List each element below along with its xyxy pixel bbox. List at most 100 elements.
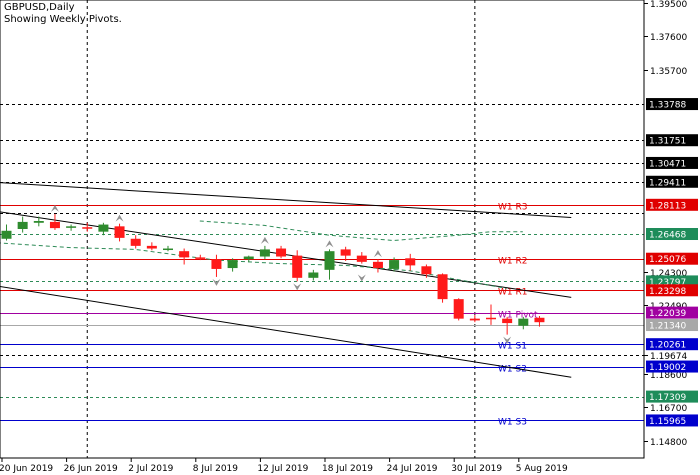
price-tick-label: 1.24300 — [650, 269, 687, 279]
candle-body — [534, 317, 545, 323]
plot-frame — [0, 0, 645, 459]
dashed-level-price-box — [646, 98, 698, 111]
price-tick-label: 1.39500 — [650, 0, 687, 10]
candle-body — [340, 249, 351, 256]
price-tick-label: 1.18600 — [650, 371, 687, 381]
pivot-level-price-box — [646, 306, 698, 319]
dashed-level-price-box — [646, 390, 698, 403]
pivot-level-price-box-text: 1.23298 — [649, 287, 686, 297]
dashed-level-price-box-text: 1.33788 — [649, 101, 686, 111]
dashed-level-price-box — [646, 134, 698, 147]
time-tick-label: 2 Jul 2019 — [128, 464, 173, 474]
candle-body — [502, 318, 513, 324]
symbol-title: GBPUSD,Daily — [4, 2, 75, 13]
time-tick-label: 24 Jul 2019 — [387, 464, 438, 474]
price-tick-label: 1.19674 — [650, 352, 687, 362]
candle-body — [98, 224, 109, 232]
candle-body — [356, 255, 367, 262]
candle-body — [292, 255, 303, 278]
candle-body — [469, 318, 480, 321]
candle-body — [324, 251, 335, 270]
pivot-level-price-box-text: 1.19002 — [649, 363, 686, 373]
pivot-level-price-box-text: 1.28113 — [649, 201, 686, 211]
channel-upper-line — [199, 220, 523, 242]
candle-body — [372, 261, 383, 269]
dashed-level-price-box-text: 1.23797 — [649, 278, 686, 288]
current-price-box-text: 1.21340 — [649, 322, 686, 332]
fractal-down-marker — [212, 278, 221, 286]
pivot-level-label: W1 R1 — [498, 288, 527, 298]
candle-body — [114, 226, 125, 238]
candle-body — [33, 221, 44, 223]
pivot-level-price-box — [646, 284, 698, 297]
price-tick-label: 1.16700 — [650, 404, 687, 414]
pivot-level-label: W1 S1 — [498, 342, 527, 352]
candle-body — [211, 259, 222, 269]
candle-body — [308, 272, 319, 278]
dashed-level-price-box — [646, 175, 698, 188]
pivot-level-price-box — [646, 360, 698, 373]
price-tick-label: 1.35700 — [650, 67, 687, 77]
time-tick-label: 26 Jun 2019 — [64, 464, 118, 474]
price-tick-label: 1.14800 — [650, 438, 687, 448]
time-tick-label: 12 Jul 2019 — [257, 464, 308, 474]
pivot-level-price-box — [646, 414, 698, 427]
pivot-levels-layer: W1 R3 W1 R2 W1 R1 W1 Pivot W1 S1 W1 S2 W1 S3 — [0, 203, 644, 428]
time-tick-label: 5 Aug 2019 — [516, 464, 568, 474]
pivot-level-price-box — [646, 198, 698, 211]
candle-body — [179, 251, 190, 258]
indicator-title: Showing Weekly Pivots. — [4, 14, 122, 25]
current-price-box — [646, 319, 698, 332]
dashed-level-price-box-text: 1.31751 — [649, 137, 686, 147]
pivot-level-label: W1 Pivot — [498, 311, 538, 321]
pivot-level-label: W1 S2 — [498, 365, 527, 375]
candle-body — [82, 227, 93, 229]
candle-body — [276, 248, 287, 257]
dashed-level-price-box — [646, 156, 698, 169]
pivot-level-price-box-text: 1.25076 — [649, 255, 686, 265]
fractals-layer — [50, 204, 512, 344]
candle-body — [486, 317, 496, 320]
dashed-level-price-box-text: 1.26468 — [649, 231, 686, 241]
dashed-level-price-box — [646, 228, 698, 241]
dashed-level-price-box-text: 1.29411 — [649, 178, 686, 188]
pivot-level-price-box-text: 1.20261 — [649, 341, 686, 351]
time-tick-label: 30 Jul 2019 — [451, 464, 502, 474]
candle-body — [243, 256, 254, 260]
pivot-level-label: W1 S3 — [498, 418, 527, 428]
pivot-level-label: W1 R2 — [498, 257, 527, 267]
dashed-level-price-box-text: 1.17309 — [649, 393, 686, 403]
time-axis: 20 Jun 2019 26 Jun 2019 2 Jul 2019 8 Jul 20… — [0, 458, 568, 474]
candle-body — [130, 238, 141, 246]
price-axis: 1.395001.376001.357001.243001.224901.196… — [644, 0, 698, 448]
fractal-down-marker — [357, 274, 366, 282]
candle-body — [259, 249, 270, 257]
time-tick-label: 20 Jun 2019 — [0, 464, 53, 474]
candle-body — [421, 266, 432, 275]
fractal-up-marker — [50, 204, 59, 212]
candle-body — [389, 260, 400, 269]
trendline — [0, 182, 572, 218]
candle-body — [453, 299, 464, 319]
time-tick-label: 8 Jul 2019 — [193, 464, 238, 474]
candle-body — [518, 318, 529, 326]
candle-body — [163, 248, 173, 251]
pivot-level-price-box-text: 1.22039 — [649, 309, 686, 319]
candle-body — [405, 258, 416, 266]
time-tick-label: 18 Jul 2019 — [322, 464, 373, 474]
fractal-up-marker — [325, 240, 334, 248]
candle-body — [49, 221, 60, 229]
price-tick-label: 1.37600 — [650, 33, 687, 43]
candle-body — [146, 245, 157, 249]
trendline — [0, 286, 572, 378]
fractal-up-marker — [260, 236, 269, 244]
candle-body — [437, 274, 448, 300]
fractal-down-marker — [293, 283, 302, 291]
candle-body — [17, 221, 28, 229]
candles-layer — [1, 213, 545, 335]
dashed-level-price-box-text: 1.30471 — [649, 159, 686, 169]
candle-body — [227, 260, 238, 269]
